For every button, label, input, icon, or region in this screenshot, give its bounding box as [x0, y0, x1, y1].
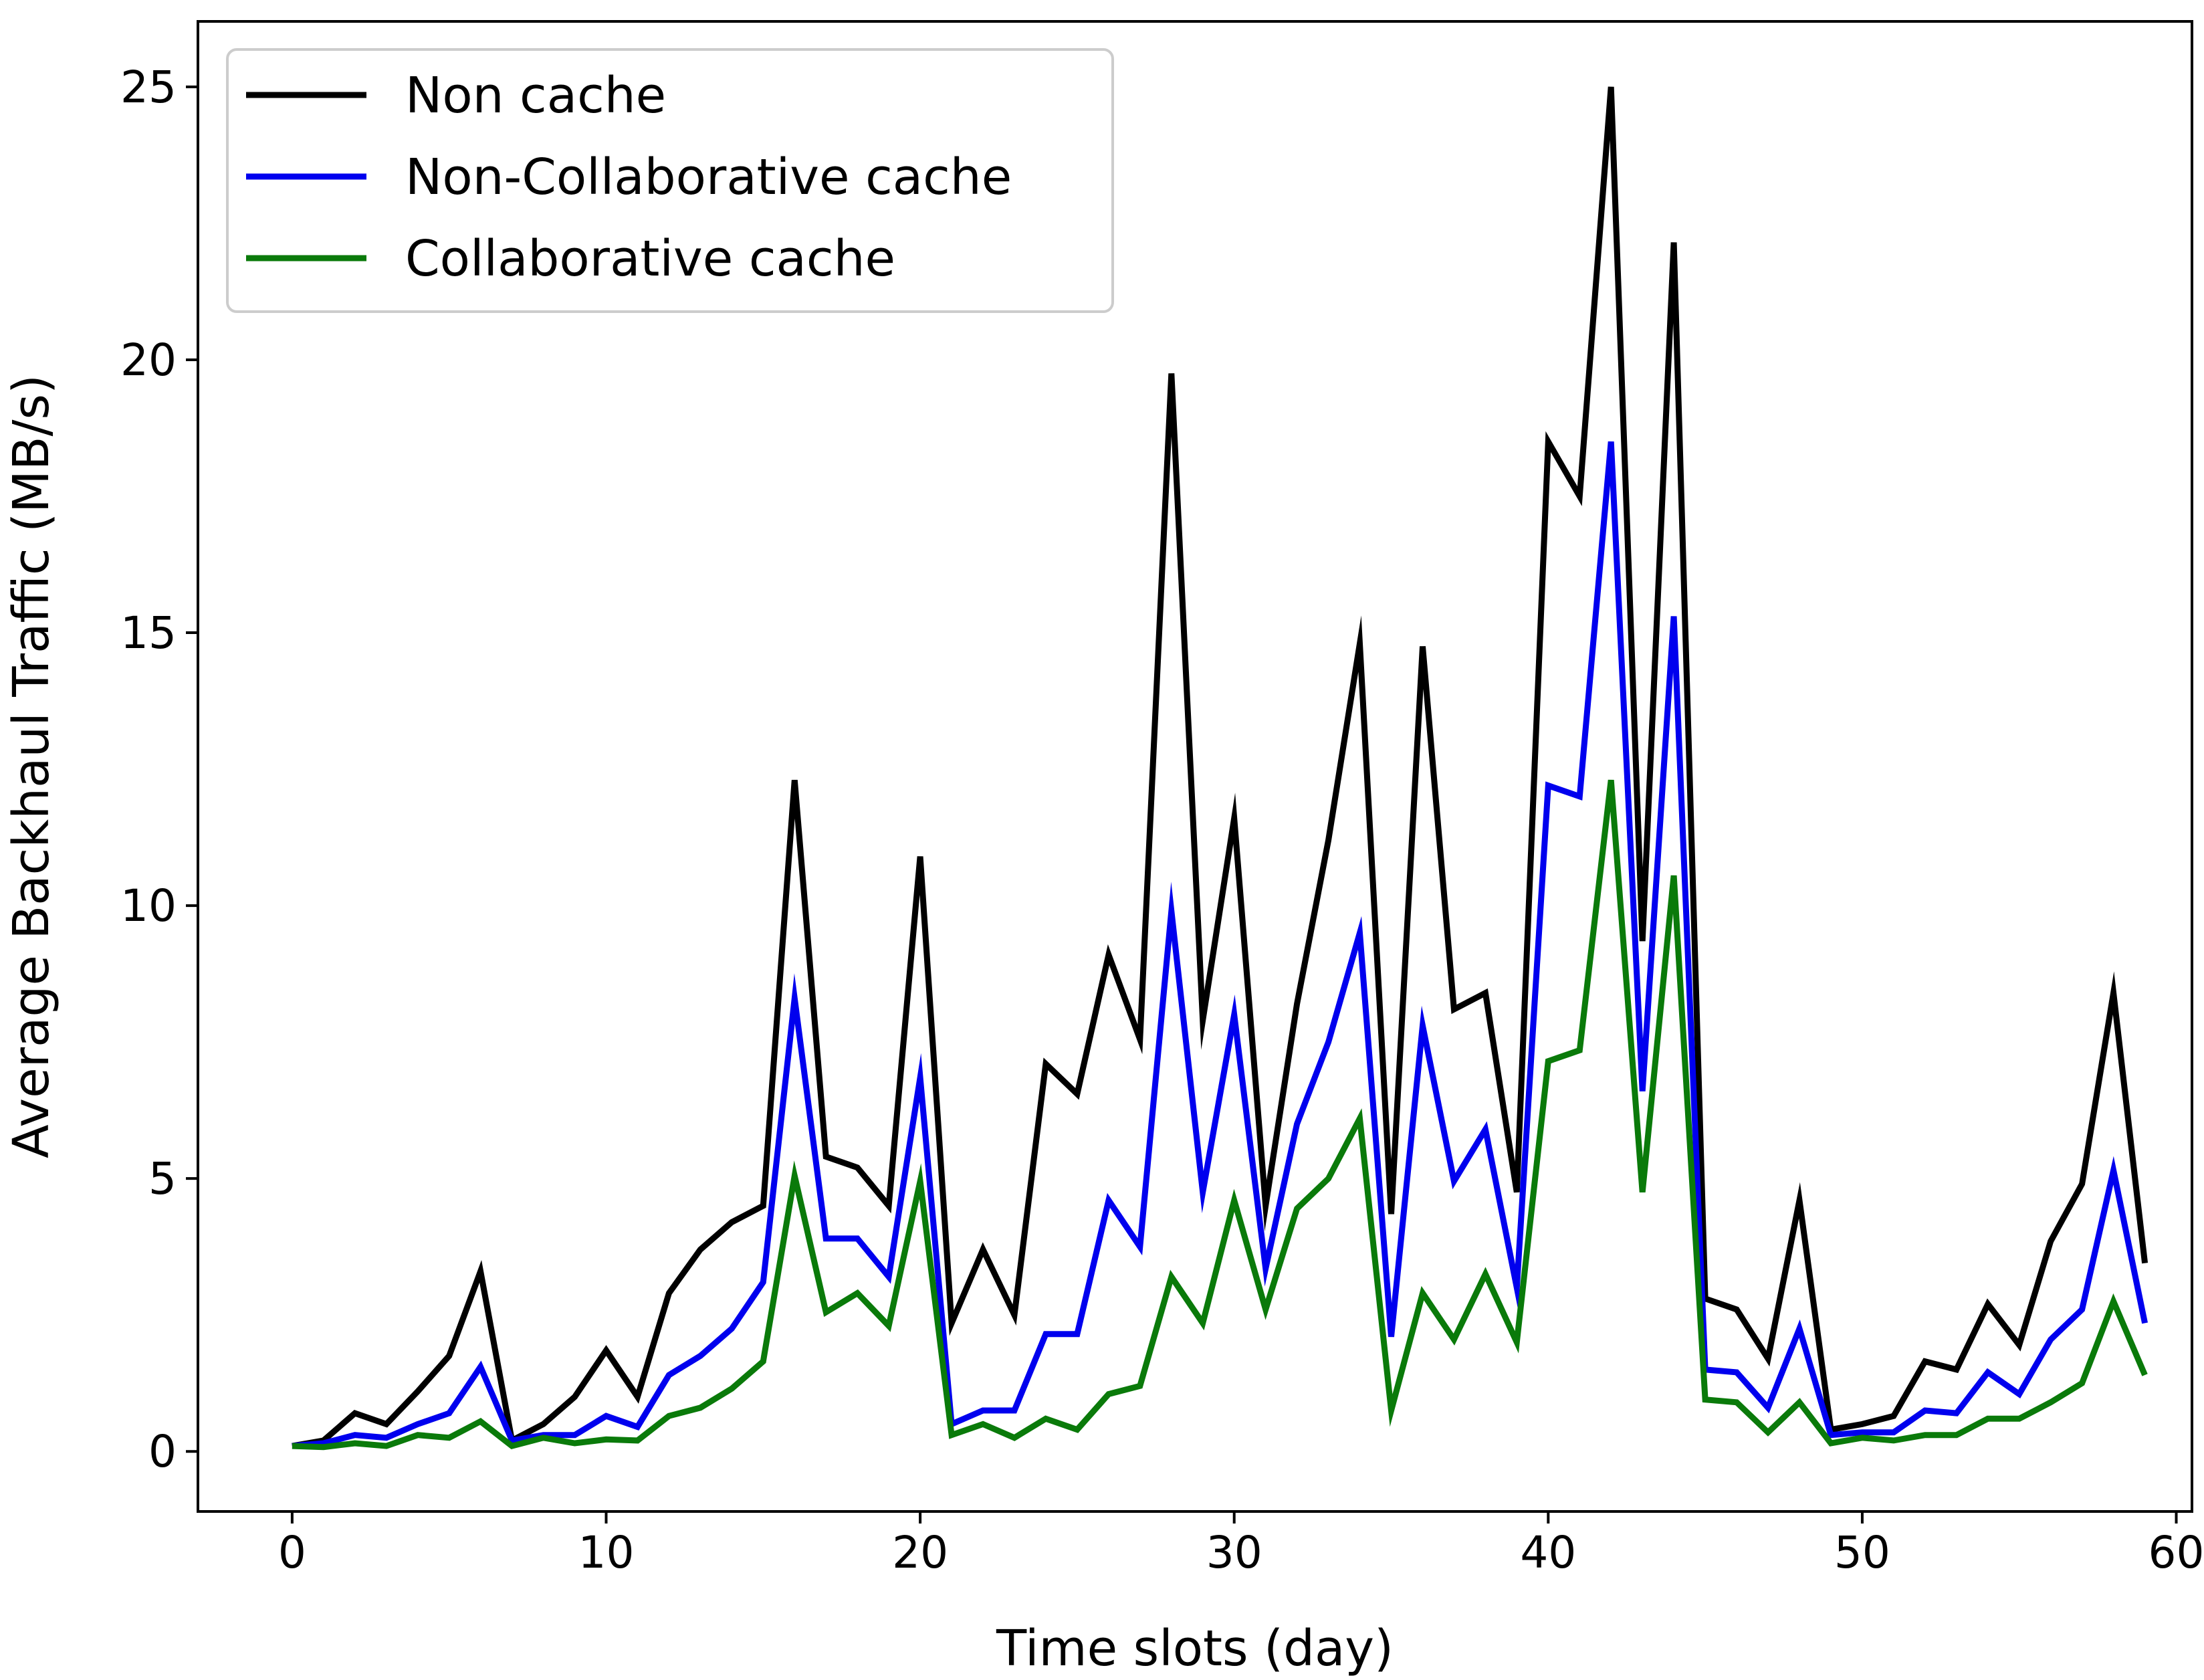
x-tick-label: 30 [1206, 1527, 1262, 1578]
y-tick-label: 5 [148, 1153, 177, 1204]
x-tick-label: 40 [1520, 1527, 1576, 1578]
y-axis-ticks: 0 5 10 15 20 25 [120, 62, 198, 1477]
y-tick-label: 20 [120, 334, 177, 386]
legend-label-1: Non-Collaborative cache [405, 148, 1012, 206]
x-axis-ticks: 0 10 20 30 40 50 60 [278, 1511, 2204, 1578]
y-tick-label: 0 [148, 1426, 177, 1477]
y-tick-label: 15 [120, 607, 177, 659]
series-line-1 [292, 441, 2148, 1449]
series-line-2 [292, 779, 2148, 1451]
x-tick-label: 0 [278, 1527, 306, 1578]
series-line-0 [292, 86, 2148, 1449]
legend-label-0: Non cache [405, 67, 666, 124]
y-tick-label: 10 [120, 880, 177, 932]
x-axis-label: Time slots (day) [996, 1620, 1394, 1677]
legend: Non cache Non-Collaborative cache Collabor… [226, 48, 1114, 313]
legend-label-2: Collaborative cache [405, 230, 895, 288]
legend-box [226, 48, 1114, 313]
y-axis-label: Average Backhaul Traffic (MB/s) [3, 375, 60, 1158]
x-tick-label: 10 [578, 1527, 634, 1578]
x-tick-label: 60 [2148, 1527, 2204, 1578]
series-lines [292, 86, 2148, 1451]
y-tick-label: 25 [120, 62, 177, 113]
x-tick-label: 20 [892, 1527, 948, 1578]
x-tick-label: 50 [1834, 1527, 1890, 1578]
